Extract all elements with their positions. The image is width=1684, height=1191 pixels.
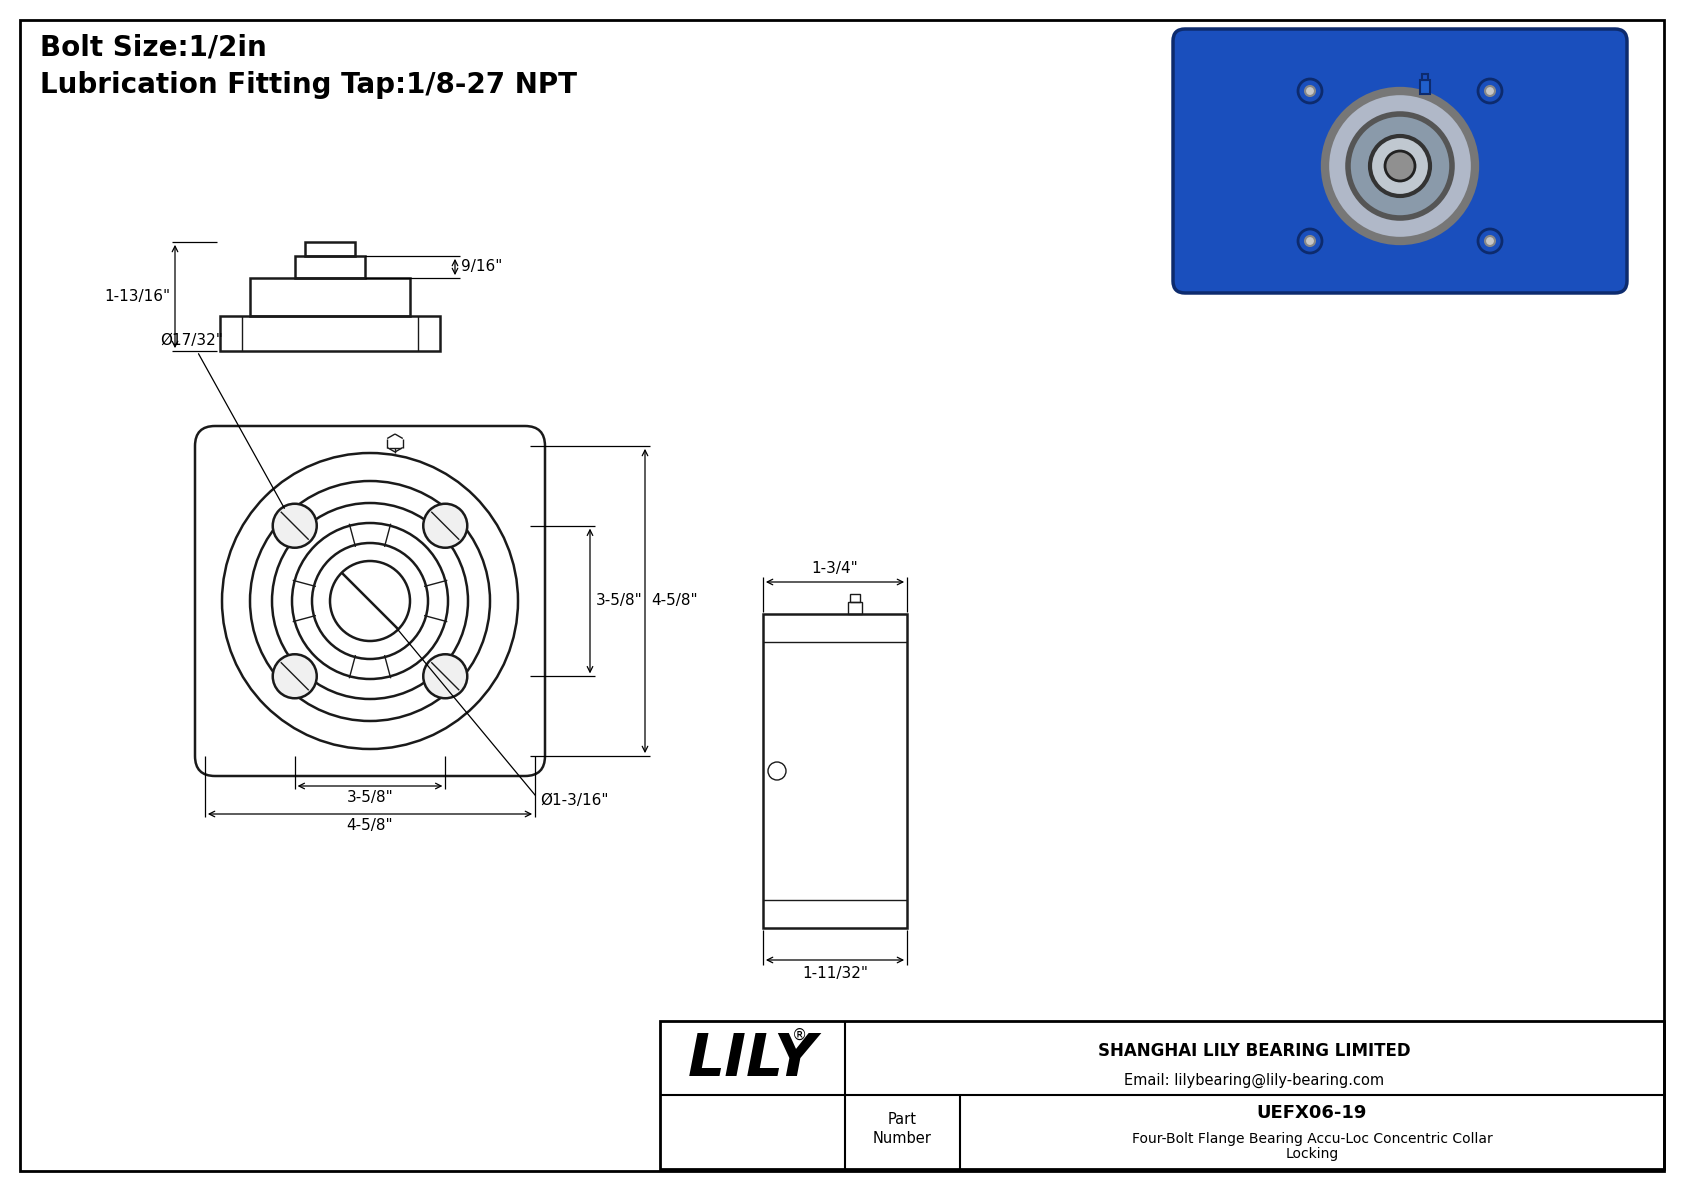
- Text: 1-11/32": 1-11/32": [802, 966, 867, 981]
- Circle shape: [1485, 86, 1495, 96]
- Circle shape: [423, 504, 466, 548]
- Text: UEFX06-19: UEFX06-19: [1256, 1104, 1367, 1122]
- Bar: [305, 242, 355, 256]
- Bar: [763, 615, 908, 928]
- Text: LILY: LILY: [687, 1031, 817, 1089]
- Circle shape: [1298, 79, 1322, 102]
- Circle shape: [1479, 229, 1502, 252]
- Text: 4-5/8": 4-5/8": [652, 593, 697, 609]
- Text: SHANGHAI LILY BEARING LIMITED: SHANGHAI LILY BEARING LIMITED: [1098, 1042, 1411, 1060]
- Text: ®: ®: [793, 1028, 808, 1043]
- Bar: [1420, 80, 1430, 94]
- Text: 1-13/16": 1-13/16": [104, 289, 170, 304]
- Text: Bolt Size:1/2in: Bolt Size:1/2in: [40, 33, 266, 61]
- Bar: [295, 256, 365, 278]
- Circle shape: [273, 654, 317, 698]
- Circle shape: [1305, 86, 1315, 96]
- Text: Locking: Locking: [1285, 1147, 1339, 1161]
- Text: Four-Bolt Flange Bearing Accu-Loc Concentric Collar: Four-Bolt Flange Bearing Accu-Loc Concen…: [1132, 1133, 1492, 1147]
- Circle shape: [273, 504, 317, 548]
- Text: Ø1-3/16": Ø1-3/16": [396, 628, 608, 809]
- Circle shape: [1371, 136, 1430, 197]
- Text: 4-5/8": 4-5/8": [347, 818, 394, 833]
- Bar: [660, 1021, 1664, 1170]
- Text: Lubrication Fitting Tap:1/8-27 NPT: Lubrication Fitting Tap:1/8-27 NPT: [40, 71, 578, 99]
- Bar: [849, 601, 862, 615]
- Text: Ø17/32": Ø17/32": [160, 333, 285, 509]
- Bar: [1421, 74, 1428, 80]
- Bar: [850, 594, 861, 601]
- Bar: [221, 316, 440, 351]
- Text: 1-3/4": 1-3/4": [812, 561, 859, 576]
- Circle shape: [1298, 229, 1322, 252]
- Circle shape: [1485, 236, 1495, 247]
- Text: 3-5/8": 3-5/8": [596, 593, 643, 609]
- Text: Email: lilybearing@lily-bearing.com: Email: lilybearing@lily-bearing.com: [1125, 1073, 1384, 1087]
- Circle shape: [1479, 79, 1502, 102]
- Circle shape: [423, 654, 466, 698]
- Circle shape: [1325, 91, 1475, 241]
- Bar: [249, 278, 409, 316]
- Circle shape: [1384, 151, 1415, 181]
- Circle shape: [1347, 114, 1452, 218]
- Text: 9/16": 9/16": [461, 260, 502, 274]
- Text: 3-5/8": 3-5/8": [347, 790, 394, 805]
- Circle shape: [1305, 236, 1315, 247]
- Text: Part
Number: Part Number: [872, 1111, 931, 1147]
- FancyBboxPatch shape: [1174, 29, 1627, 293]
- FancyBboxPatch shape: [195, 426, 546, 777]
